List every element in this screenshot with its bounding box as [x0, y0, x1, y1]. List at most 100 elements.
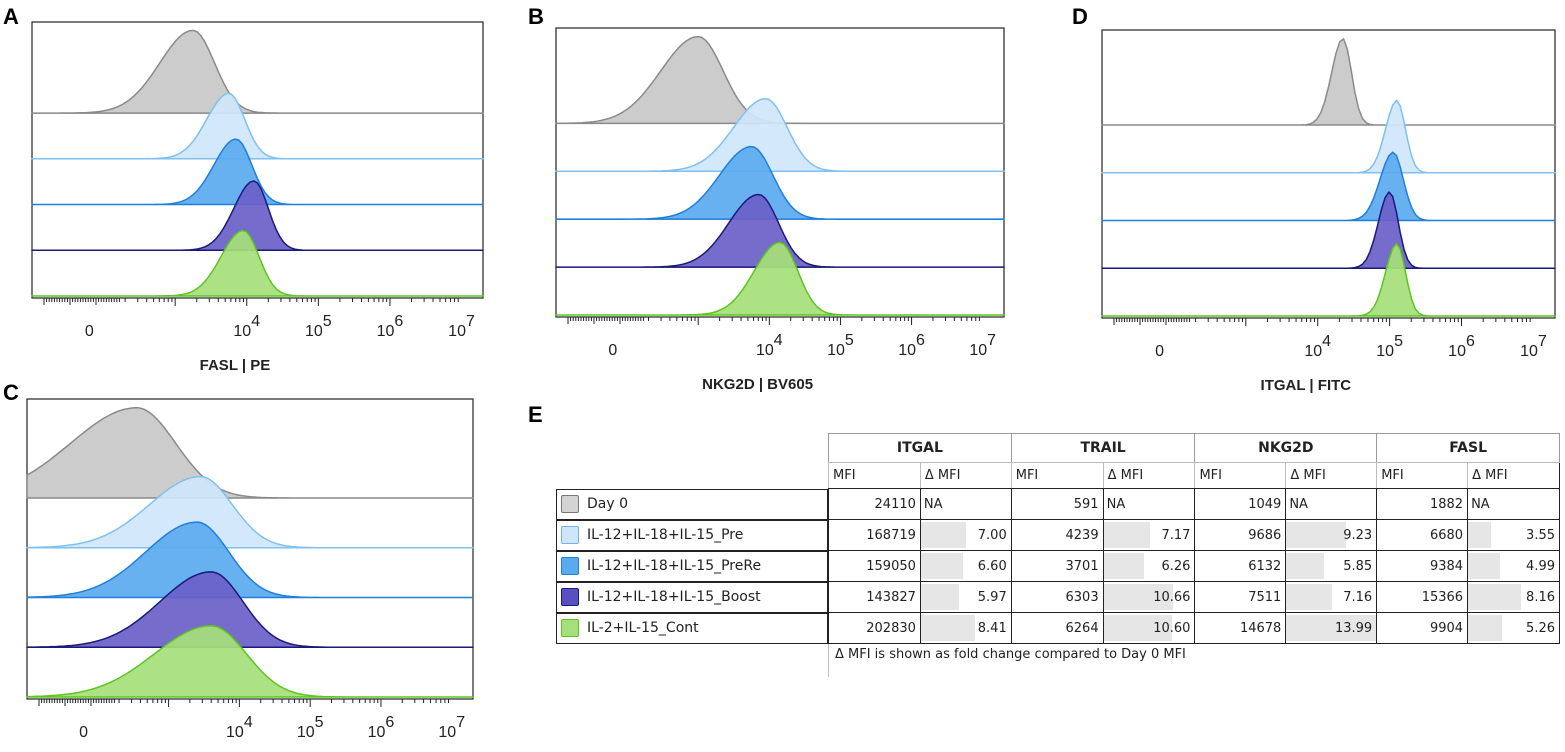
histogram-fasl-il-12-il-18-il-15-pre	[31, 92, 484, 160]
legend-il-12-il-18-il-15-boost: IL-12+IL-18+IL-15_Boost	[556, 581, 828, 613]
delta-mfi-bar	[1103, 522, 1151, 548]
delta-mfi-text: 6.60	[977, 558, 1007, 574]
histogram-fasl-day-0	[31, 29, 484, 114]
mfi-value: 6264	[1010, 612, 1104, 644]
x-tick-label: 106	[1448, 333, 1475, 360]
mfi-value: 1049	[1194, 488, 1286, 520]
x-tick-label: 104	[1304, 333, 1331, 360]
histogram-nkg2d-il-12-il-18-il-15-boost	[555, 193, 1005, 268]
delta-mfi-value: 8.16	[1467, 581, 1560, 613]
delta-mfi-value: NA	[1285, 488, 1377, 520]
histogram-trail-day-0	[26, 407, 474, 499]
delta-mfi-text: 7.00	[977, 527, 1007, 543]
delta-mfi-text: 8.16	[1526, 589, 1555, 605]
plot-frame	[1101, 29, 1556, 319]
x-axis-title: NKG2D | BV605	[702, 376, 813, 393]
delta-mfi-text: 4.99	[1526, 558, 1555, 574]
delta-mfi-text: NA	[1471, 496, 1490, 512]
x-tick-label: 0	[1155, 343, 1164, 360]
delta-mfi-value: 10.60	[1102, 612, 1195, 644]
delta-mfi-value: NA	[919, 488, 1012, 520]
histogram-panel-nkg2d: 0 104 105 106 107 NKG2D | BV605	[555, 27, 1005, 393]
mfi-value: 143827	[828, 581, 921, 613]
delta-mfi-text: 3.55	[1526, 527, 1555, 543]
delta-mfi-value: 8.41	[919, 612, 1012, 644]
delta-mfi-text: 10.66	[1153, 589, 1191, 605]
delta-mfi-text: 6.26	[1161, 558, 1191, 574]
subheader-nkg2d-delta-mfi: Δ MFI	[1285, 462, 1377, 489]
x-tick-label: 105	[1376, 333, 1403, 360]
mfi-table-body: ITGAL TRAIL NKG2D FASL MFI Δ MFI MFI Δ MFI MFI Δ …	[556, 433, 1560, 677]
mfi-table: ITGAL TRAIL NKG2D FASL MFI Δ MFI MFI Δ MFI MFI Δ …	[556, 433, 1560, 677]
histogram-itgal-day-0	[1101, 38, 1556, 126]
panel-label-b: B	[528, 4, 544, 29]
mfi-value: 9904	[1376, 612, 1468, 644]
legend-swatch	[561, 495, 579, 513]
delta-mfi-text: 10.60	[1153, 620, 1191, 636]
delta-mfi-text: 5.26	[1526, 620, 1555, 636]
delta-mfi-value: 7.00	[919, 519, 1012, 551]
histogram-itgal-il-2-il-15-cont	[1101, 242, 1556, 317]
delta-mfi-text: 8.41	[977, 620, 1007, 636]
mfi-value: 6303	[1010, 581, 1104, 613]
subheader-fasl-delta-mfi: Δ MFI	[1467, 462, 1560, 489]
x-tick-label: 104	[233, 313, 260, 340]
delta-mfi-value: 7.17	[1102, 519, 1195, 551]
legend-swatch	[561, 619, 579, 637]
table-footnote: Δ MFI is shown as fold change compared t…	[828, 643, 1560, 677]
delta-mfi-bar	[1468, 584, 1522, 610]
delta-mfi-text: 7.17	[1161, 527, 1191, 543]
delta-mfi-text: 7.16	[1343, 589, 1373, 605]
group-header-nkg2d: NKG2D	[1194, 433, 1378, 463]
legend-label: Day 0	[587, 495, 629, 512]
delta-mfi-bar	[1103, 553, 1145, 579]
legend-swatch	[561, 526, 579, 544]
table-row: IL-12+IL-18+IL-15_PreRe 159050 6.60 3701 6.2…	[556, 550, 1560, 582]
delta-mfi-bar	[1286, 584, 1333, 610]
legend-il-12-il-18-il-15-prere: IL-12+IL-18+IL-15_PreRe	[556, 550, 828, 582]
histogram-panel-fasl: 0 104 105 106 107 FASL | PE	[31, 21, 484, 374]
histogram-trail-il-12-il-18-il-15-prere	[26, 521, 474, 599]
x-tick-label: 104	[756, 332, 783, 359]
delta-mfi-value: 5.85	[1285, 550, 1377, 582]
subheader-trail-delta-mfi: Δ MFI	[1102, 462, 1195, 489]
delta-mfi-value: NA	[1102, 488, 1195, 520]
panel-label-c: C	[3, 380, 19, 405]
histogram-nkg2d-il-12-il-18-il-15-prere	[555, 145, 1005, 220]
delta-mfi-bar	[1468, 615, 1503, 641]
mfi-value: 7511	[1194, 581, 1286, 613]
table-row: Day 0 24110 NA 591 NA 1049 NA 1882 NA	[556, 488, 1560, 520]
x-tick-label: 107	[1520, 333, 1547, 360]
x-axis-ticks	[43, 298, 459, 306]
histogram-panel-itgal: 0 104 105 106 107 ITGAL | FITC	[1101, 29, 1556, 394]
subheader-nkg2d-mfi: MFI	[1194, 462, 1286, 489]
mfi-value: 24110	[828, 488, 921, 520]
mfi-value: 3701	[1010, 550, 1104, 582]
delta-mfi-value: 4.99	[1467, 550, 1560, 582]
legend-label: IL-12+IL-18+IL-15_Pre	[587, 526, 744, 543]
x-axis-title: ITGAL | FITC	[1261, 377, 1352, 394]
x-axis-ticks	[1113, 318, 1531, 326]
delta-mfi-value: 10.66	[1102, 581, 1195, 613]
mfi-value: 6132	[1194, 550, 1286, 582]
delta-mfi-bar	[1103, 584, 1173, 610]
delta-mfi-value: NA	[1467, 488, 1560, 520]
table-row: IL-12+IL-18+IL-15_Pre 168719 7.00 4239 7.17 9…	[556, 519, 1560, 551]
group-header-trail: TRAIL	[1010, 433, 1196, 463]
delta-mfi-text: 9.23	[1343, 527, 1373, 543]
group-header-itgal: ITGAL	[828, 433, 1012, 463]
mfi-value: 202830	[828, 612, 921, 644]
delta-mfi-text: 13.99	[1334, 620, 1373, 636]
mfi-value: 15366	[1376, 581, 1468, 613]
delta-mfi-bar	[920, 584, 960, 610]
histogram-itgal-il-12-il-18-il-15-boost	[1101, 191, 1556, 270]
group-header-fasl: FASL	[1376, 433, 1560, 463]
delta-mfi-text: NA	[1289, 496, 1308, 512]
x-tick-label: 105	[305, 313, 332, 340]
mfi-value: 9384	[1376, 550, 1468, 582]
mfi-value: 159050	[828, 550, 921, 582]
x-tick-label: 0	[608, 342, 617, 359]
delta-mfi-value: 13.99	[1285, 612, 1377, 644]
delta-mfi-text: 5.97	[977, 589, 1007, 605]
mfi-value: 1882	[1376, 488, 1468, 520]
